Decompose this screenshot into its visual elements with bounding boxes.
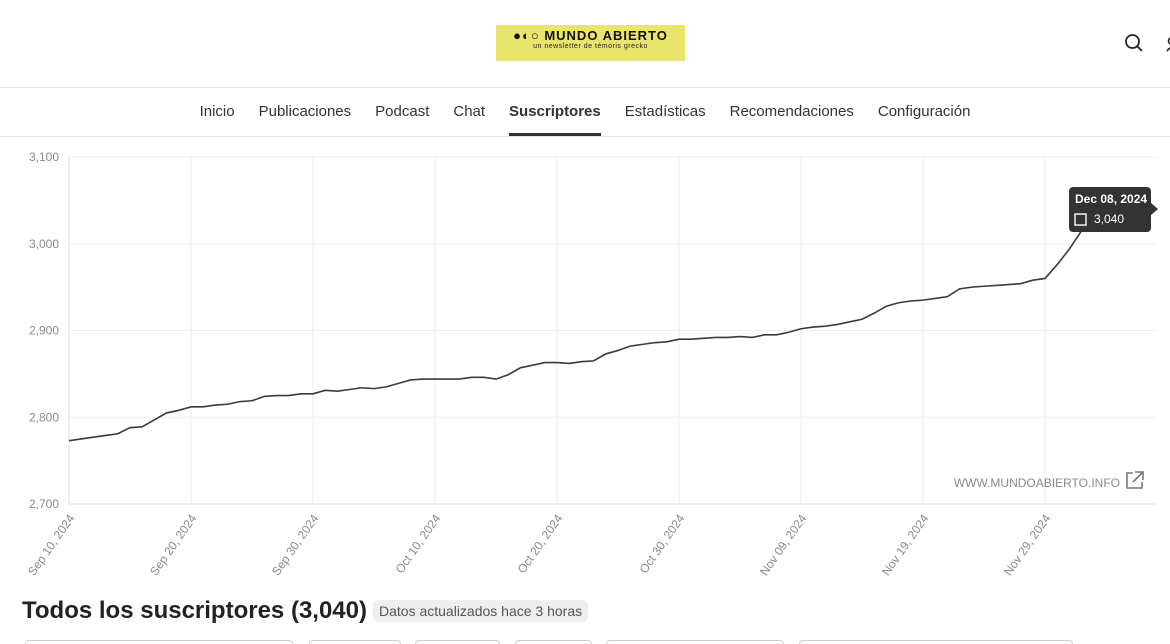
filter-box[interactable] xyxy=(799,640,1073,644)
filter-box[interactable] xyxy=(309,640,401,644)
y-tick-label: 2,700 xyxy=(29,497,59,511)
x-tick-label: Oct 20, 2024 xyxy=(515,511,566,576)
tooltip-swatch xyxy=(1074,213,1087,226)
x-tick-label: Oct 30, 2024 xyxy=(637,511,688,576)
logo-title: ●◐○ MUNDO ABIERTO xyxy=(513,28,668,43)
y-tick-label: 3,100 xyxy=(29,150,59,164)
filter-box[interactable] xyxy=(25,640,293,644)
logo[interactable]: ●◐○ MUNDO ABIERTO un newsletter de témor… xyxy=(496,25,685,61)
nav-tab[interactable]: Inicio xyxy=(199,103,235,120)
nav-tab[interactable]: Recomendaciones xyxy=(729,103,854,120)
filter-box[interactable] xyxy=(515,640,592,644)
nav-tab[interactable]: Estadísticas xyxy=(624,103,706,120)
x-tick-label: Oct 10, 2024 xyxy=(393,511,444,576)
nav-tab[interactable]: Publicaciones xyxy=(258,103,352,120)
header: ●◐○ MUNDO ABIERTO un newsletter de témor… xyxy=(0,0,1170,88)
tooltip-pointer xyxy=(1151,203,1158,216)
filter-box[interactable] xyxy=(415,640,500,644)
y-tick-label: 3,000 xyxy=(29,237,59,251)
x-tick-label: Nov 29, 2024 xyxy=(1001,511,1054,578)
nav-tab[interactable]: Suscriptores xyxy=(509,88,601,136)
watermark: WWW.MUNDOABIERTO.INFO xyxy=(954,476,1120,490)
nav-bar: Inicio Publicaciones Podcast Chat Suscriptor… xyxy=(0,88,1170,137)
section-header: Todos los suscriptores (3,040) Datos act… xyxy=(22,597,589,625)
update-note: Datos actualizados hace 3 horas xyxy=(373,600,589,622)
line-series xyxy=(68,208,1156,442)
tooltip-value: 3,040 xyxy=(1094,212,1124,226)
section-title: Todos los suscriptores (3,040) xyxy=(22,597,367,624)
x-tick-label: Sep 10, 2024 xyxy=(25,511,78,578)
nav-tab[interactable]: Configuración xyxy=(877,103,971,120)
tooltip-box xyxy=(1069,187,1151,233)
tooltip-date: Dec 08, 2024 xyxy=(1075,192,1147,206)
search-icon[interactable] xyxy=(1124,33,1144,53)
filter-box[interactable] xyxy=(606,640,784,644)
external-link-icon xyxy=(1126,471,1144,489)
user-icon[interactable] xyxy=(1164,35,1170,53)
logo-title-text: MUNDO ABIERTO xyxy=(544,28,668,43)
x-tick-label: Nov 09, 2024 xyxy=(757,511,810,578)
nav-tab[interactable]: Chat xyxy=(453,103,486,120)
y-tick-label: 2,800 xyxy=(29,410,59,424)
chart: 2,700 2,800 2,900 3,000 3,100 Sep 10, 2024 Sep… xyxy=(25,150,1158,578)
icon-box xyxy=(1126,472,1143,489)
x-tick-label: Sep 20, 2024 xyxy=(147,511,200,578)
x-tick-label: Nov 19, 2024 xyxy=(879,511,932,578)
logo-subtitle: un newsletter de témoris grecko xyxy=(533,43,648,50)
y-tick-label: 2,900 xyxy=(29,324,59,338)
nav-tab[interactable]: Podcast xyxy=(375,103,430,120)
tooltip: Dec 08, 2024 3,040 xyxy=(1069,187,1158,233)
icon-arrow xyxy=(1132,471,1144,483)
x-tick-label: Sep 30, 2024 xyxy=(269,511,322,578)
